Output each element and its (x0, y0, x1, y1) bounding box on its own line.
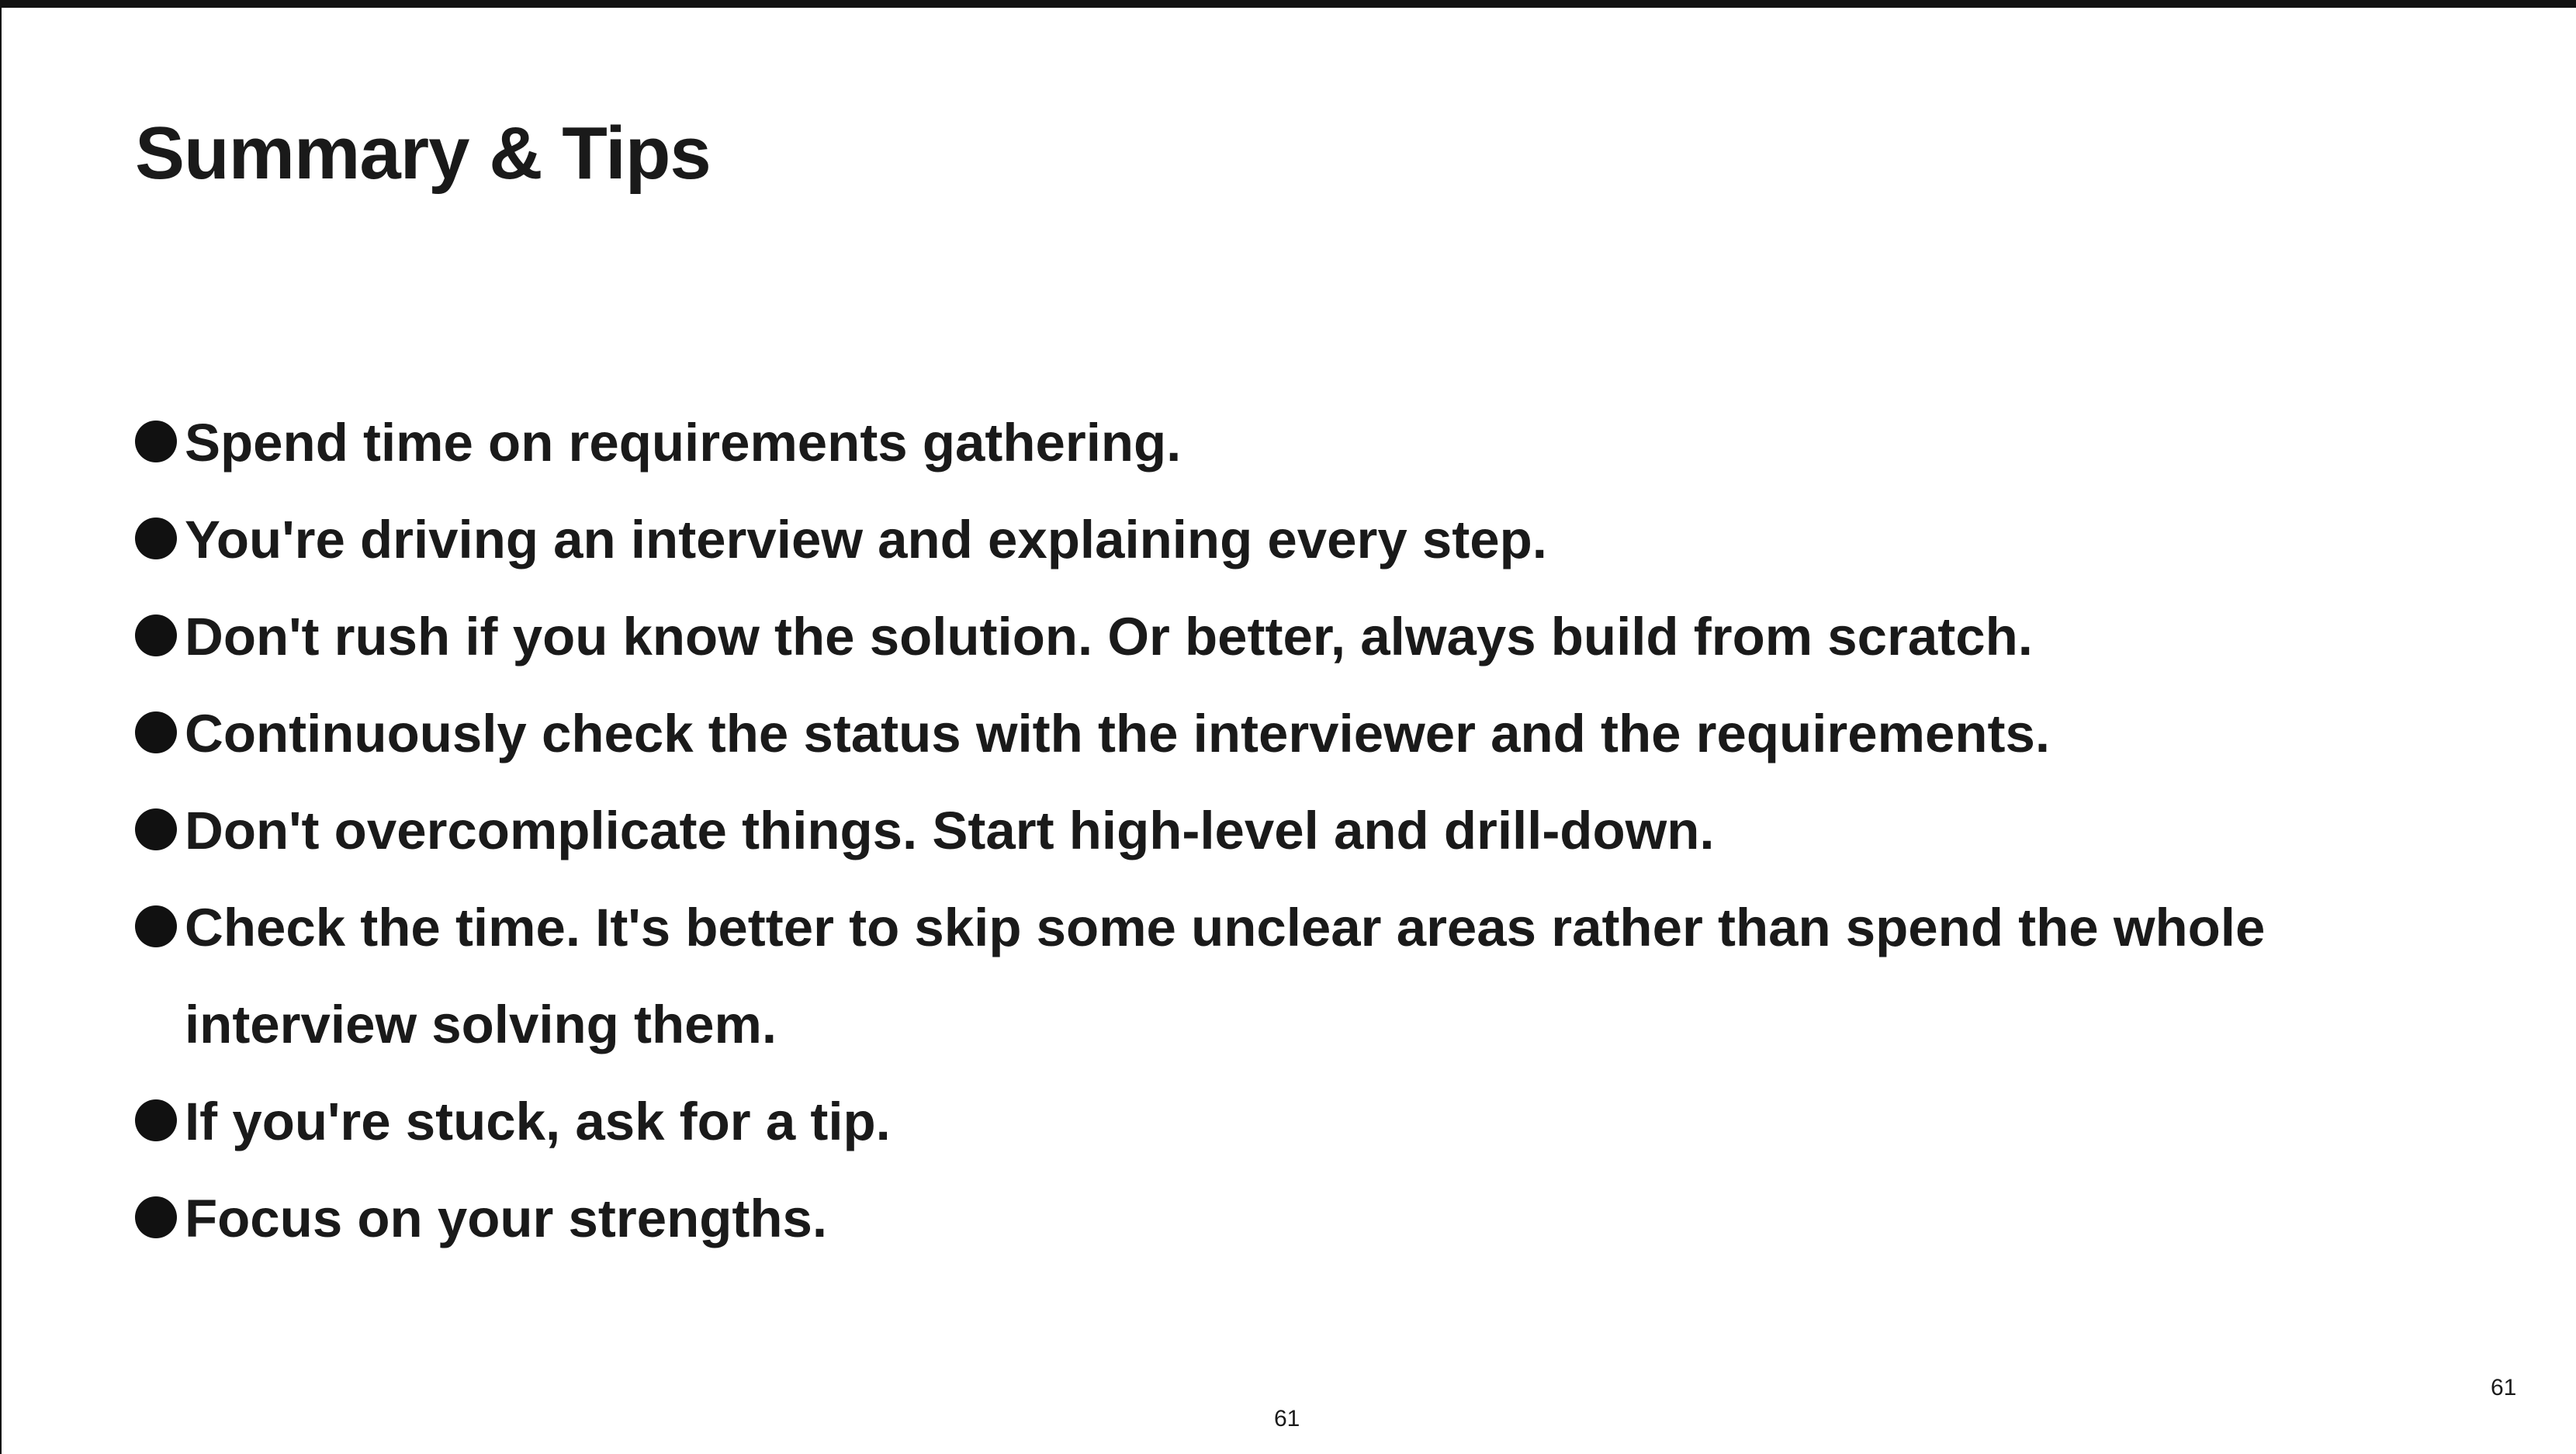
list-item-text: Focus on your strengths. (185, 1189, 828, 1248)
bullet-icon (135, 614, 177, 656)
list-item-text: Don't rush if you know the solution. Or … (185, 607, 2033, 666)
list-item: Don't rush if you know the solution. Or … (135, 588, 2478, 685)
bullet-icon (135, 905, 177, 947)
list-item: Continuously check the status with the i… (135, 685, 2478, 782)
list-item: Focus on your strengths. (135, 1170, 2478, 1267)
list-item-text: You're driving an interview and explaini… (185, 510, 1547, 569)
list-item: Spend time on requirements gathering. (135, 394, 2478, 491)
page-number-center: 61 (1274, 1406, 1300, 1431)
list-item: If you're stuck, ask for a tip. (135, 1073, 2478, 1170)
list-item: You're driving an interview and explaini… (135, 491, 2478, 588)
page-number-corner: 61 (2491, 1375, 2517, 1400)
list-item-text: Continuously check the status with the i… (185, 704, 2050, 763)
bullet-icon (135, 808, 177, 850)
tips-list: Spend time on requirements gathering. Yo… (135, 394, 2478, 1267)
slide-title: Summary & Tips (135, 112, 712, 195)
list-item-text: Don't overcomplicate things. Start high-… (185, 801, 1715, 860)
bullet-icon (135, 1099, 177, 1141)
list-item-text: If you're stuck, ask for a tip. (185, 1092, 891, 1151)
list-item: Check the time. It's better to skip some… (135, 879, 2478, 1073)
list-item-text: Spend time on requirements gathering. (185, 413, 1182, 473)
bullet-icon (135, 1196, 177, 1238)
list-item: Don't overcomplicate things. Start high-… (135, 782, 2478, 879)
bullet-icon (135, 711, 177, 753)
list-item-text: Check the time. It's better to skip some… (185, 898, 2266, 1054)
bullet-icon (135, 518, 177, 559)
bullet-icon (135, 421, 177, 462)
